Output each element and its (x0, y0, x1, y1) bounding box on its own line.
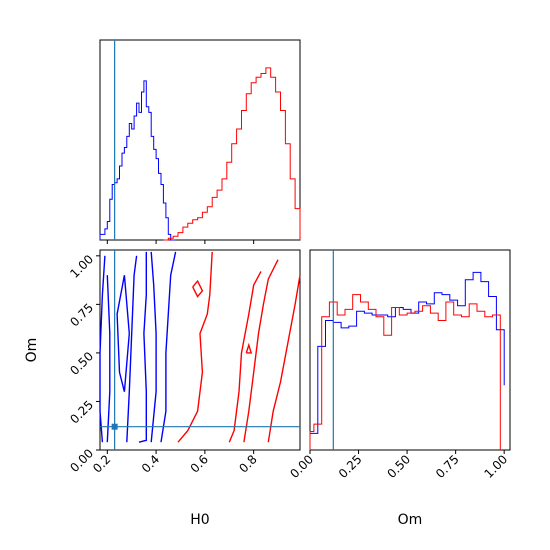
contour-line-8 (192, 279, 204, 298)
hist-h0-series-0 (99, 80, 176, 241)
y-axis-label-om: Om (24, 338, 40, 363)
tick-label-om-y-1: 0.25 (67, 398, 96, 427)
tick-label-om-x-3: 0.75 (433, 452, 462, 481)
contour-line-10 (243, 259, 279, 443)
contour-marks (99, 250, 301, 450)
contour-line-12 (245, 342, 253, 354)
contour-line-3 (126, 255, 138, 443)
tick-label-h0-1: 0.4 (139, 452, 162, 475)
hist-om-series-1 (309, 294, 501, 450)
contour-line-1 (106, 275, 111, 443)
tick-label-om-x-1: 0.25 (336, 452, 365, 481)
hist-h0-series-1 (163, 67, 301, 241)
tick-label-om-y-0: 0.00 (67, 446, 96, 475)
tick-label-om-x-0: 0.00 (287, 452, 316, 481)
x-axis-label-om: Om (398, 512, 423, 528)
contour-line-0 (99, 255, 106, 443)
hist-h0-marks (99, 40, 301, 241)
contour-line-5 (150, 251, 157, 443)
tick-label-om-y-3: 0.75 (67, 301, 96, 330)
contour-line-4 (138, 251, 148, 443)
hist-om-marks (309, 250, 505, 450)
hist-h0-frame (99, 39, 301, 241)
tick-label-om-y-4: 1.00 (67, 252, 96, 281)
hist-om-frame (309, 249, 511, 451)
tick-label-h0-2: 0.6 (188, 452, 211, 475)
contour-line-7 (177, 251, 213, 443)
contour-line-11 (267, 275, 301, 443)
hist-om-series-0 (309, 271, 505, 450)
contour-line-9 (228, 271, 262, 443)
tick-label-om-x-4: 1.00 (482, 452, 511, 481)
contour-frame (99, 249, 301, 451)
x-axis-label-h0: H0 (190, 512, 209, 528)
tick-label-h0-3: 0.8 (236, 452, 259, 475)
tick-label-om-x-2: 0.50 (384, 452, 413, 481)
contour-line-6 (160, 251, 177, 443)
tick-label-om-y-2: 0.50 (67, 349, 96, 378)
contour-line-2 (116, 275, 131, 392)
truth-point-marker (111, 423, 118, 430)
